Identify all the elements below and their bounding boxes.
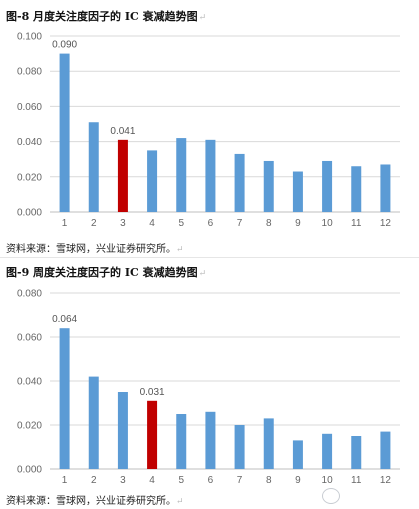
bar (263, 418, 274, 469)
figure-9-title: 图-9 周度关注度因子的 IC 衰减趋势图↵ (6, 264, 206, 280)
x-tick-label: 4 (149, 475, 155, 486)
x-tick-label: 4 (149, 218, 155, 229)
x-tick-label: 11 (351, 218, 362, 229)
x-tick-label: 6 (208, 218, 214, 229)
x-tick-label: 10 (322, 475, 334, 486)
bar (117, 139, 128, 212)
x-tick-label: 1 (62, 218, 68, 229)
bar (176, 414, 187, 469)
y-tick-label: 0.100 (17, 32, 42, 43)
bar (322, 433, 333, 469)
y-tick-label: 0.000 (17, 465, 42, 476)
figure-9-source-text: 资料来源：雪球网，兴业证券研究所。 (6, 496, 176, 507)
x-tick-label: 2 (91, 218, 97, 229)
y-tick-label: 0.020 (17, 421, 42, 432)
x-tick-label: 3 (120, 218, 126, 229)
x-tick-label: 7 (237, 475, 243, 486)
x-tick-label: 11 (351, 475, 362, 486)
y-tick-label: 0.020 (17, 172, 42, 183)
figure-8-source: 资料来源：雪球网，兴业证券研究所。↵ (6, 240, 184, 255)
data-label: 0.090 (52, 40, 77, 51)
x-tick-label: 12 (380, 475, 392, 486)
bar (88, 122, 99, 212)
bar (263, 160, 274, 212)
paragraph-mark-icon: ↵ (198, 13, 207, 23)
x-tick-label: 2 (91, 475, 97, 486)
paragraph-mark-icon: ↵ (198, 269, 207, 279)
bar (322, 160, 333, 212)
bar (205, 139, 216, 212)
y-tick-label: 0.040 (17, 377, 42, 388)
bar (147, 400, 158, 469)
y-tick-label: 0.080 (17, 67, 42, 78)
bar (292, 171, 303, 212)
bar (88, 376, 99, 469)
x-tick-label: 8 (266, 475, 272, 486)
bar (59, 328, 70, 469)
x-tick-label: 1 (62, 475, 68, 486)
bar (292, 440, 303, 469)
y-tick-label: 0.060 (17, 102, 42, 113)
bar (234, 425, 245, 469)
figure-9-title-text: 图-9 周度关注度因子的 IC 衰减趋势图 (6, 266, 198, 279)
bar (117, 392, 128, 469)
bar (351, 166, 362, 212)
paragraph-mark-icon: ↵ (176, 497, 184, 507)
bar (234, 153, 245, 212)
watermark-logo-icon (322, 488, 340, 504)
paragraph-mark-icon: ↵ (176, 245, 184, 255)
x-tick-label: 9 (295, 475, 301, 486)
bar (380, 164, 391, 212)
bar (59, 53, 70, 212)
figure-8-title: 图-8 月度关注度因子的 IC 衰减趋势图↵ (6, 8, 206, 24)
x-tick-label: 5 (178, 475, 184, 486)
x-tick-label: 3 (120, 475, 126, 486)
data-label: 0.041 (110, 126, 135, 137)
figure-8-title-text: 图-8 月度关注度因子的 IC 衰减趋势图 (6, 10, 198, 23)
x-tick-label: 8 (266, 218, 272, 229)
data-label: 0.031 (140, 387, 165, 398)
figure-9-source: 资料来源：雪球网，兴业证券研究所。↵ (6, 492, 184, 507)
bar (351, 436, 362, 469)
x-tick-label: 12 (380, 218, 392, 229)
bar (205, 411, 216, 469)
bar (147, 150, 158, 212)
y-tick-label: 0.040 (17, 137, 42, 148)
figure-8-source-text: 资料来源：雪球网，兴业证券研究所。 (6, 244, 176, 255)
section-divider (0, 257, 419, 258)
bar (380, 431, 391, 469)
y-tick-label: 0.080 (17, 289, 42, 300)
x-tick-label: 6 (208, 475, 214, 486)
y-tick-label: 0.060 (17, 333, 42, 344)
bar (176, 138, 187, 212)
x-tick-label: 7 (237, 218, 243, 229)
y-tick-label: 0.000 (17, 208, 42, 219)
data-label: 0.064 (52, 314, 77, 325)
x-tick-label: 10 (322, 218, 334, 229)
x-tick-label: 9 (295, 218, 301, 229)
x-tick-label: 5 (178, 218, 184, 229)
